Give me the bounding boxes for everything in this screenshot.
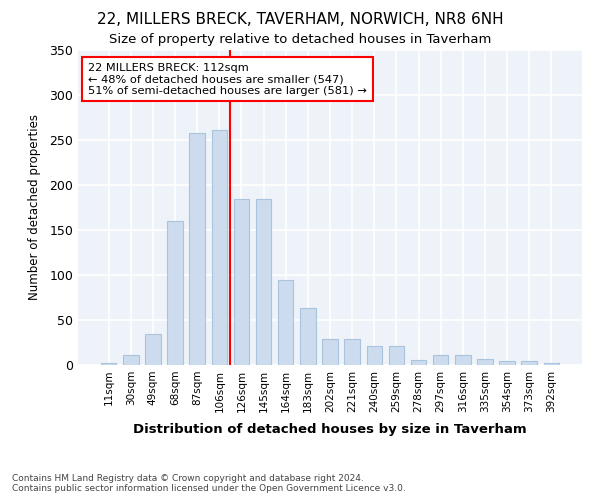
Bar — [344, 339, 360, 365]
Bar — [455, 355, 470, 365]
Bar — [101, 363, 116, 365]
Bar — [145, 334, 161, 365]
Bar — [212, 130, 227, 365]
Bar — [367, 346, 382, 365]
Text: Contains public sector information licensed under the Open Government Licence v3: Contains public sector information licen… — [12, 484, 406, 493]
Bar — [278, 280, 293, 365]
Bar — [300, 308, 316, 365]
Text: Contains HM Land Registry data © Crown copyright and database right 2024.: Contains HM Land Registry data © Crown c… — [12, 474, 364, 483]
Bar — [433, 355, 448, 365]
Bar — [322, 339, 338, 365]
Bar — [544, 363, 559, 365]
Bar — [477, 358, 493, 365]
Text: Size of property relative to detached houses in Taverham: Size of property relative to detached ho… — [109, 32, 491, 46]
Bar — [411, 360, 426, 365]
Bar — [499, 360, 515, 365]
Bar — [234, 198, 249, 365]
Text: 22, MILLERS BRECK, TAVERHAM, NORWICH, NR8 6NH: 22, MILLERS BRECK, TAVERHAM, NORWICH, NR… — [97, 12, 503, 28]
Bar — [167, 221, 183, 365]
X-axis label: Distribution of detached houses by size in Taverham: Distribution of detached houses by size … — [133, 423, 527, 436]
Y-axis label: Number of detached properties: Number of detached properties — [28, 114, 41, 300]
Text: 22 MILLERS BRECK: 112sqm
← 48% of detached houses are smaller (547)
51% of semi-: 22 MILLERS BRECK: 112sqm ← 48% of detach… — [88, 62, 367, 96]
Bar — [256, 198, 271, 365]
Bar — [521, 362, 537, 365]
Bar — [389, 346, 404, 365]
Bar — [123, 355, 139, 365]
Bar — [190, 133, 205, 365]
